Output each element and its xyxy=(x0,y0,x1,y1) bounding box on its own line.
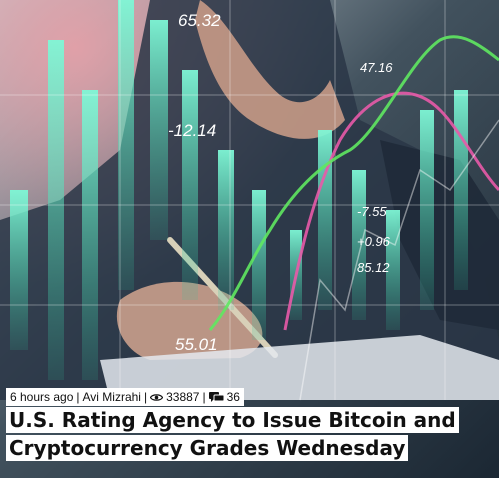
view-count: 33887 xyxy=(166,390,200,404)
article-meta: 6 hours ago | Avi Mizrahi | 33887 | 36 xyxy=(6,388,244,406)
author-link[interactable]: Avi Mizrahi xyxy=(82,390,141,404)
image-label-1: 65.32 xyxy=(178,11,221,30)
eye-icon xyxy=(150,393,164,402)
image-label-2: -12.14 xyxy=(168,121,216,140)
image-label-7: 55.01 xyxy=(175,335,218,354)
article-title[interactable]: U.S. Rating Agency to Issue Bitcoin and … xyxy=(6,407,459,461)
image-label-6: 85.12 xyxy=(357,260,390,275)
post-time: 6 hours ago xyxy=(10,390,74,404)
image-label-5: +0.96 xyxy=(357,234,391,249)
meta-separator: | xyxy=(202,390,206,404)
image-label-4: -7.55 xyxy=(357,204,387,219)
meta-separator: | xyxy=(143,390,148,404)
comment-count[interactable]: 36 xyxy=(226,390,240,404)
article-title-link[interactable]: U.S. Rating Agency to Issue Bitcoin and … xyxy=(6,406,476,462)
image-label-3: 47.16 xyxy=(360,60,393,75)
speech-bubbles-icon[interactable] xyxy=(208,391,224,403)
meta-separator: | xyxy=(76,390,80,404)
